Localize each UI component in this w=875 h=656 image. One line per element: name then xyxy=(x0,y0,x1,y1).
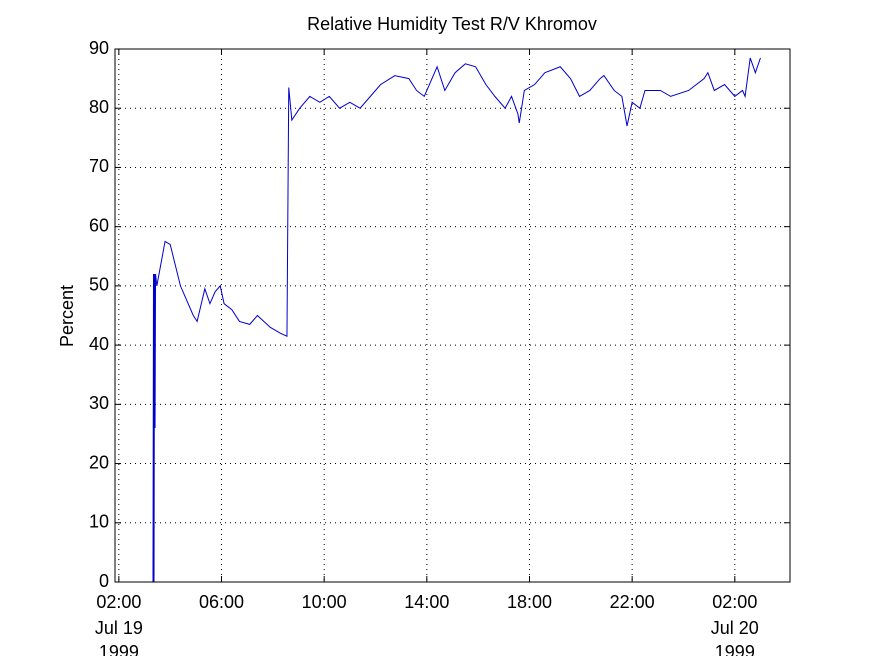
y-tick-label: 80 xyxy=(89,97,109,117)
y-tick-label: 90 xyxy=(89,38,109,58)
x-tick-label: 10:00 xyxy=(302,592,347,612)
y-tick-label: 0 xyxy=(99,571,109,591)
x-date-label: 1999 xyxy=(715,642,755,656)
x-tick-label: 22:00 xyxy=(610,592,655,612)
x-date-label: Jul 19 xyxy=(95,618,143,638)
x-date-label: Jul 20 xyxy=(711,618,759,638)
x-tick-label: 02:00 xyxy=(712,592,757,612)
y-tick-label: 30 xyxy=(89,393,109,413)
y-axis-label: Percent xyxy=(57,285,77,347)
x-tick-label: 14:00 xyxy=(404,592,449,612)
y-tick-label: 70 xyxy=(89,156,109,176)
x-tick-label: 02:00 xyxy=(96,592,141,612)
y-tick-label: 10 xyxy=(89,512,109,532)
data-line xyxy=(152,57,761,583)
y-tick-label: 50 xyxy=(89,275,109,295)
plot-frame xyxy=(114,48,791,583)
x-tick-label: 18:00 xyxy=(507,592,552,612)
y-tick-label: 60 xyxy=(89,215,109,235)
y-tick-label: 40 xyxy=(89,334,109,354)
x-tick-label: 06:00 xyxy=(199,592,244,612)
x-date-label: 1999 xyxy=(99,642,139,656)
y-tick-label: 20 xyxy=(89,452,109,472)
chart-title: Relative Humidity Test R/V Khromov xyxy=(307,14,597,34)
